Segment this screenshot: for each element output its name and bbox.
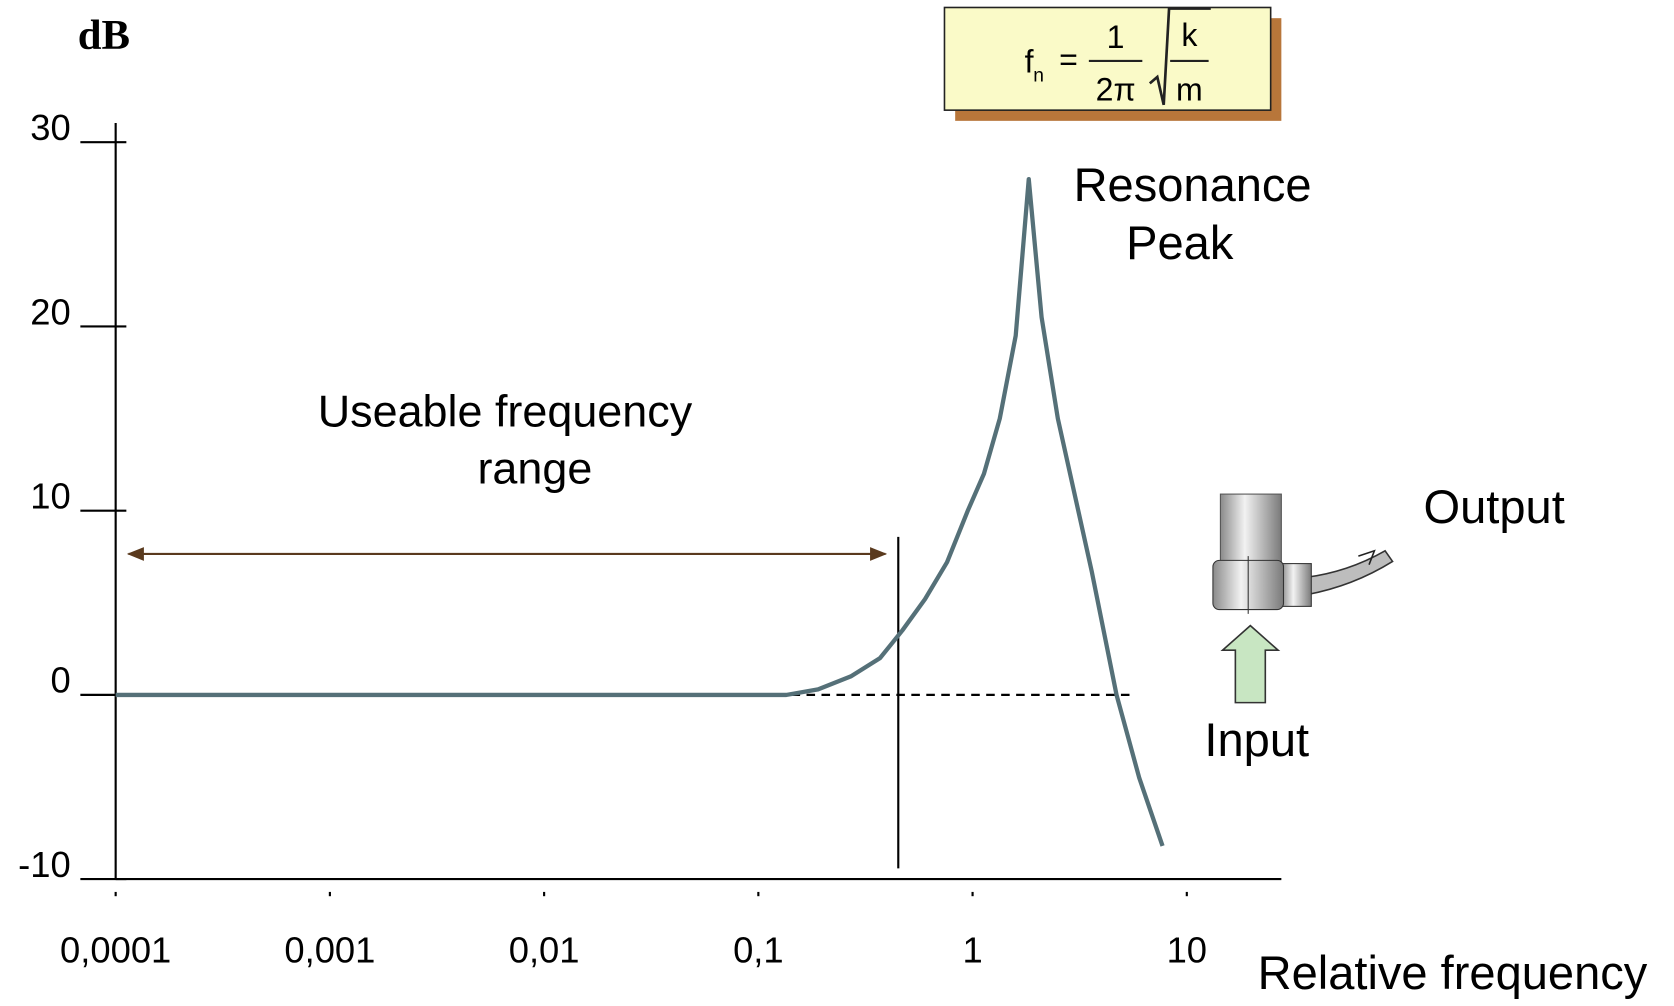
output-label: Output	[1424, 480, 1565, 533]
y-tick-label: 20	[30, 291, 70, 332]
x-tick-label: 10	[1167, 930, 1207, 971]
range-label: Useable frequency	[318, 386, 693, 437]
formula-den: 2π	[1096, 72, 1136, 108]
formula-rad-num: k	[1181, 17, 1198, 53]
formula-box	[943, 6, 1272, 111]
data-line	[115, 176, 1165, 847]
peak-label: Peak	[1126, 216, 1234, 269]
y-tick-label: 30	[30, 107, 70, 148]
radical	[1148, 7, 1211, 106]
x-axis-label: Relative frequency	[1258, 946, 1648, 999]
peak-label: Resonance	[1074, 158, 1312, 211]
formula-num: 1	[1107, 19, 1125, 55]
x-tick-label: 0,001	[284, 930, 375, 971]
input-label: Input	[1204, 713, 1309, 766]
y-tick-label: 0	[51, 660, 71, 701]
x-tick-label: 0,1	[733, 930, 784, 971]
formula-rad-den: m	[1176, 72, 1203, 108]
sensor-icon	[1212, 493, 1394, 704]
formula-lhs: f	[1025, 44, 1034, 80]
x-tick-label: 0,01	[509, 930, 580, 971]
y-tick-label: 10	[30, 476, 70, 517]
y-axis-label: dB	[78, 12, 130, 59]
x-tick-label: 0,0001	[60, 930, 171, 971]
range-label: range	[477, 442, 592, 493]
x-tick-label: 1	[962, 930, 982, 971]
formula-eq: =	[1059, 42, 1078, 78]
y-tick-label: -10	[18, 844, 71, 885]
formula-sub: n	[1033, 65, 1044, 86]
